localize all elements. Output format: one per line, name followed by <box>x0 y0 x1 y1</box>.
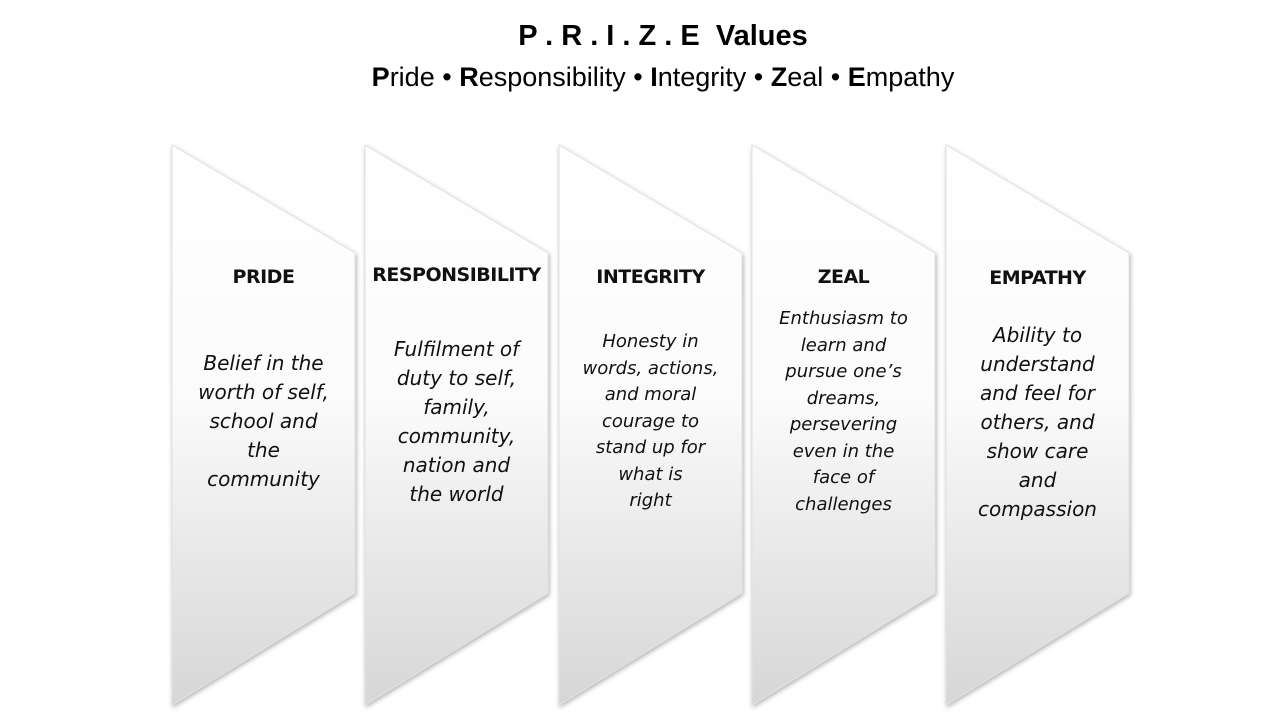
panel-description: Belief in the worth of self, school and the… <box>179 349 349 494</box>
subtitle-word: Responsibility <box>459 62 626 92</box>
panel-title: INTEGRITY <box>596 266 705 288</box>
description-line: compassion <box>978 497 1097 521</box>
description-line: Honesty in <box>602 331 699 352</box>
description-line: persevering <box>789 414 898 435</box>
description-line: stand up for <box>595 437 706 458</box>
panel-description: Fulfilment of duty to self, family, communi… <box>372 335 542 509</box>
subtitle-separator: • <box>434 62 460 92</box>
panel-description: Ability to understand and feel for others, … <box>953 321 1123 524</box>
subtitle-separator: • <box>746 62 771 92</box>
panel-title: PRIDE <box>232 266 295 288</box>
description-line: courage to <box>601 410 700 432</box>
description-line: Enthusiasm to <box>779 308 908 329</box>
description-line: and moral <box>604 384 697 405</box>
subtitle-word: Empathy <box>847 62 955 92</box>
diagram-title: P . R . I . Z . E Values <box>518 20 808 52</box>
panel-description: Honesty in words, actions, and moral courag… <box>566 329 736 515</box>
description-line: right <box>629 490 672 511</box>
description-line: worth of self, <box>198 380 329 404</box>
description-line: face of <box>812 467 875 488</box>
panel-title: RESPONSIBILITY <box>372 264 541 286</box>
panel-title: EMPATHY <box>989 267 1086 289</box>
description-line: show care <box>986 439 1089 463</box>
description-line: Ability to <box>992 323 1083 347</box>
description-line: community <box>207 467 320 491</box>
panel-shape-pride <box>171 144 356 706</box>
panel-shape-responsibility <box>364 144 549 706</box>
panel-shape-integrity <box>558 144 743 706</box>
diagram-subtitle: Pride • Responsibility • Integrity • Zea… <box>0 62 1280 93</box>
panel-description: Enthusiasm to learn and pursue one’s dreams… <box>759 306 929 518</box>
subtitle-separator: • <box>823 62 848 92</box>
description-line: pursue one’s <box>785 361 902 382</box>
panel-shape-zeal <box>751 144 936 706</box>
description-line: community, <box>397 424 516 448</box>
description-line: words, actions, <box>582 357 719 379</box>
description-line: and <box>1018 468 1057 492</box>
subtitle-separator: • <box>625 62 651 92</box>
description-line: the <box>247 438 280 462</box>
description-line: others, and <box>980 410 1095 434</box>
description-line: Belief in the <box>203 351 324 375</box>
description-line: challenges <box>795 493 892 515</box>
description-line: learn and <box>800 334 887 356</box>
panel-title: ZEAL <box>817 266 870 288</box>
description-line: what is <box>618 463 683 485</box>
description-line: dreams, <box>806 387 881 409</box>
description-line: Fulfilment of <box>393 337 520 361</box>
description-line: duty to self, <box>396 366 517 390</box>
description-line: even in the <box>792 440 895 462</box>
subtitle-word: Integrity <box>650 62 747 92</box>
description-line: and feel for <box>979 381 1096 405</box>
subtitle-word: Zeal <box>770 62 824 92</box>
description-line: family, <box>423 395 490 419</box>
subtitle-word: Pride <box>371 62 435 92</box>
description-line: school and <box>209 409 318 433</box>
description-line: nation and <box>402 453 511 477</box>
description-line: the world <box>409 482 504 506</box>
panel-shape-empathy <box>945 144 1130 706</box>
description-line: understand <box>980 352 1095 376</box>
